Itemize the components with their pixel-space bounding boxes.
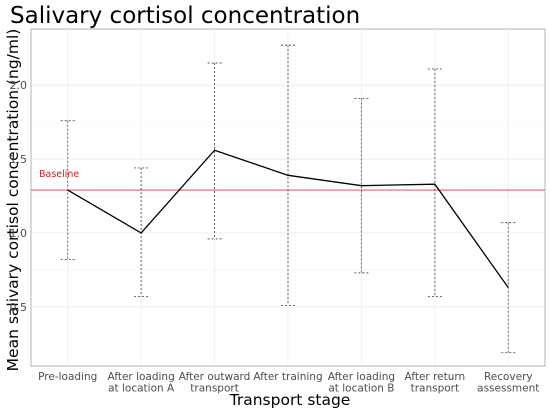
x-tick-label: After loading at location B (328, 371, 395, 395)
x-tick-label-line: transport (190, 383, 239, 395)
x-tick-label-line: Pre-loading (38, 371, 97, 383)
y-tick-label: 1.0 (10, 227, 28, 240)
x-tick-label: After outward transport (179, 371, 251, 395)
baseline-label: Baseline (39, 169, 79, 180)
y-tick-label: 1.5 (10, 153, 28, 166)
x-tick-label: Recovery assessment (477, 371, 539, 395)
x-tick-label-line: After training (253, 371, 322, 383)
x-axis-title: Transport stage (229, 391, 351, 409)
series-line (67, 149, 509, 289)
y-axis-title: Mean salivary cortisol concentration (ng… (4, 29, 22, 372)
x-tick-label-line: After outward (179, 371, 251, 383)
x-tick-label: After training (253, 371, 322, 383)
x-tick-label: After loading at location A (108, 371, 175, 395)
y-tick-label: 2.0 (10, 79, 28, 92)
x-tick-label-line: assessment (477, 383, 539, 395)
x-tick-label-line: transport (411, 383, 460, 395)
x-tick-label: Pre-loading (38, 371, 97, 383)
x-axis-ticks: Pre-loading After loading at location AAft… (38, 371, 539, 395)
x-tick-label: After return transport (405, 371, 466, 395)
y-axis-ticks: 0.5 1.0 1.5 2.0 (10, 79, 28, 314)
x-tick-label-line: After loading (108, 371, 175, 383)
x-tick-label-line: at location B (328, 383, 394, 395)
x-tick-label-line: at location A (108, 383, 175, 395)
x-tick-label-line: After return (405, 371, 466, 383)
chart-title: Salivary cortisol concentration (10, 3, 360, 29)
x-tick-label-line: After loading (328, 371, 395, 383)
x-tick-label-line: Recovery (484, 371, 533, 383)
y-tick-label: 0.5 (10, 301, 28, 314)
